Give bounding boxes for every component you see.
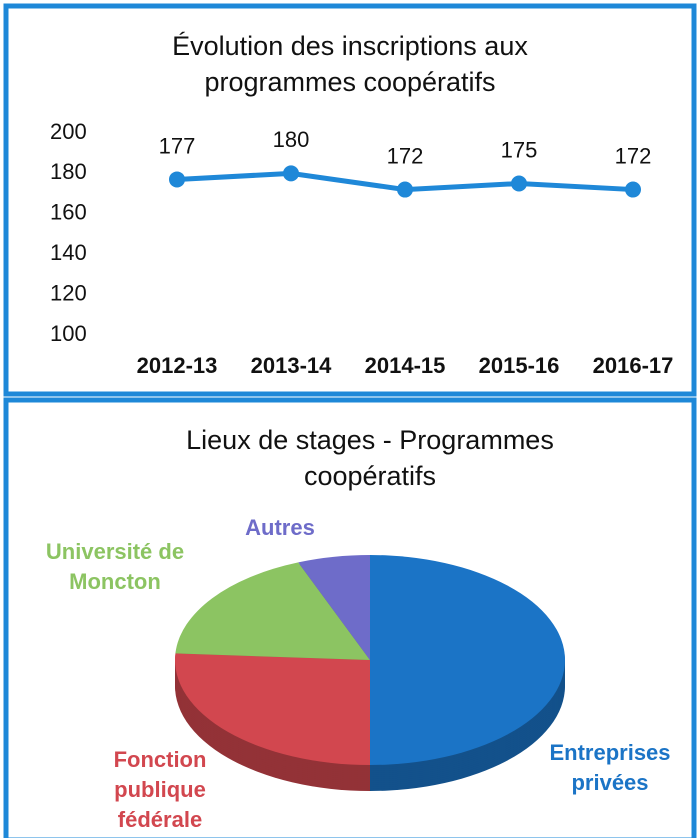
y-tick-label: 100 [50, 321, 87, 346]
pie-slice [370, 555, 565, 765]
data-label: 180 [273, 127, 310, 152]
pie-label: Université de Moncton [45, 539, 185, 594]
x-tick-label: 2016-17 [593, 353, 674, 378]
chart-title: Évolution des inscriptions aux programme… [172, 31, 528, 97]
marker [397, 181, 413, 198]
pie-slice [298, 555, 370, 660]
marker [169, 171, 185, 188]
x-tick-label: 2015-16 [479, 353, 560, 378]
pie-slice [175, 562, 370, 660]
pie-label: Autres [245, 515, 315, 540]
marker [283, 165, 299, 182]
x-tick-label: 2012-13 [137, 353, 218, 378]
y-tick-label: 200 [50, 119, 87, 144]
y-tick-label: 140 [50, 240, 87, 265]
chart-title: Lieux de stages - Programmes coopératifs [186, 425, 554, 491]
data-label: 172 [615, 143, 652, 168]
frame [3, 3, 697, 397]
data-label: 175 [501, 137, 538, 162]
y-tick-label: 180 [50, 159, 87, 184]
x-tick-label: 2013-14 [251, 353, 333, 378]
y-tick-label: 160 [50, 200, 87, 225]
frame [3, 397, 697, 838]
data-label: 177 [159, 133, 196, 158]
pie-slice [174, 653, 370, 765]
pie-label: Fonction publique fédérale [113, 747, 207, 832]
pie-label: Entreprises privées [549, 740, 671, 795]
marker [625, 181, 641, 198]
y-tick-label: 120 [50, 280, 87, 305]
marker [511, 175, 527, 192]
x-tick-label: 2014-15 [365, 353, 446, 378]
data-label: 172 [387, 143, 424, 168]
